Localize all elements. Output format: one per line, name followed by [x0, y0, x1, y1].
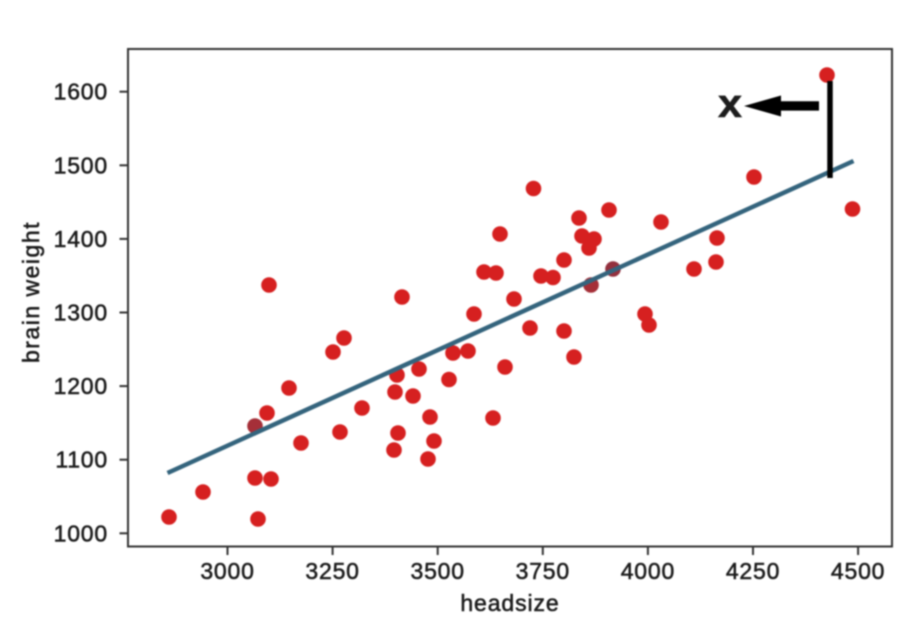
svg-text:1500: 1500	[54, 152, 108, 178]
svg-text:4500: 4500	[831, 558, 885, 584]
svg-text:3500: 3500	[411, 558, 465, 584]
svg-text:4000: 4000	[621, 558, 675, 584]
svg-text:1400: 1400	[54, 226, 108, 252]
svg-text:1200: 1200	[54, 373, 108, 399]
svg-text:1300: 1300	[54, 300, 108, 326]
svg-text:1100: 1100	[55, 447, 108, 473]
svg-text:headsize: headsize	[460, 590, 559, 616]
svg-text:3000: 3000	[200, 558, 254, 584]
svg-text:3750: 3750	[516, 558, 570, 584]
svg-text:brain weight: brain weight	[18, 221, 44, 363]
svg-text:1000: 1000	[54, 520, 108, 546]
svg-text:x: x	[718, 82, 742, 126]
svg-text:1600: 1600	[54, 79, 108, 105]
svg-text:3250: 3250	[305, 558, 359, 584]
svg-text:4250: 4250	[726, 558, 780, 584]
